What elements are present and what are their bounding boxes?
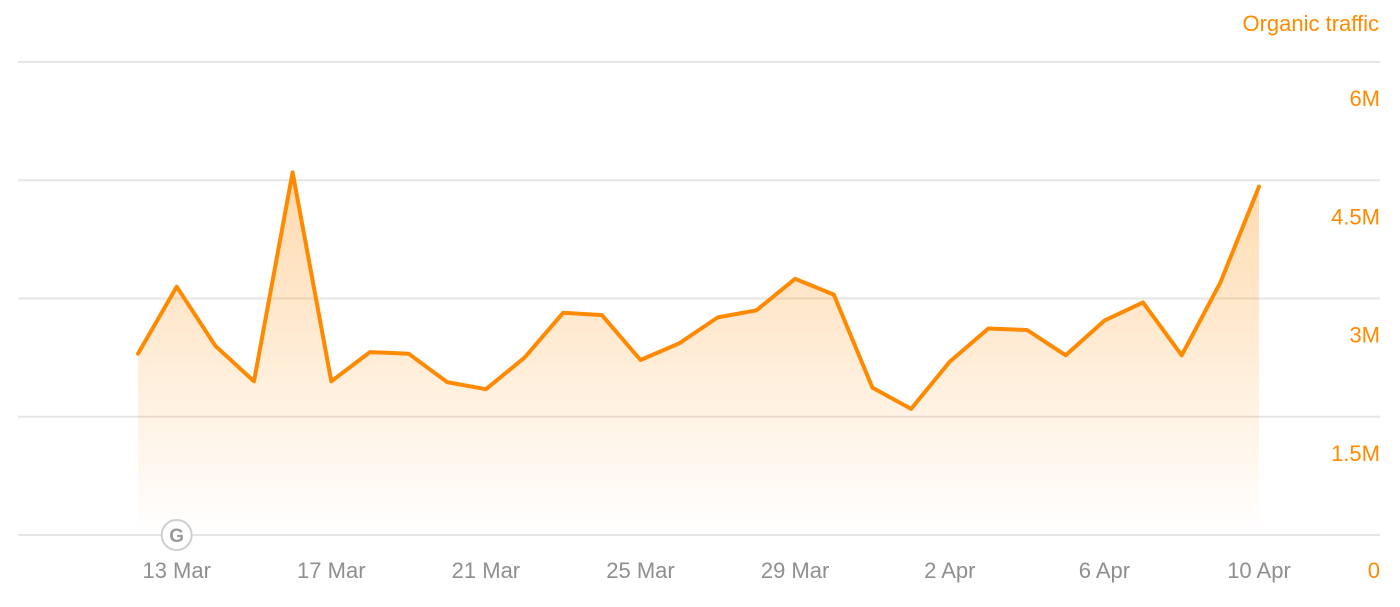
data-point[interactable]: 20 Mar: 1940000 [444, 379, 450, 385]
data-point[interactable]: 9 Apr: 3200000 [1217, 280, 1223, 286]
data-point[interactable]: 1 Apr: 1600000 [908, 406, 914, 412]
x-tick-label: 29 Mar [761, 558, 829, 583]
data-point[interactable]: 7 Apr: 2950000 [1140, 299, 1146, 305]
data-point[interactable]: 22 Mar: 2250000 [522, 355, 528, 361]
area-fill-layer [138, 172, 1259, 535]
series-line-organic-traffic [136, 170, 1261, 411]
y-tick-label: 0 [1368, 558, 1380, 583]
google-update-icon[interactable] [160, 519, 193, 551]
data-point[interactable]: 28 Mar: 2850000 [754, 307, 760, 313]
series-area-fill [138, 172, 1259, 535]
x-tick-label: 6 Apr [1079, 558, 1130, 583]
data-point[interactable]: 8 Apr: 2280000 [1179, 352, 1185, 358]
data-point[interactable]: 14 Mar: 2400000 [212, 343, 218, 349]
data-point[interactable]: 31 Mar: 1870000 [869, 385, 875, 391]
google-update-label: G [169, 526, 184, 547]
data-point[interactable]: 3 Apr: 2620000 [985, 326, 991, 332]
x-tick-label: 2 Apr [924, 558, 975, 583]
y-tick-label: 1.5M [1331, 441, 1380, 466]
data-point[interactable]: 13 Mar: 3150000 [174, 284, 180, 290]
data-point[interactable]: 4 Apr: 2600000 [1024, 327, 1030, 333]
series-line-layer: 12 Mar: 2300000 13 Mar: 3150000 14 Mar: 24… [135, 169, 1262, 412]
y-tick-label: 3M [1349, 323, 1380, 348]
data-point[interactable]: 27 Mar: 2760000 [715, 314, 721, 320]
data-point[interactable]: 19 Mar: 2300000 [406, 351, 412, 357]
data-point[interactable]: 12 Mar: 2300000 [135, 351, 141, 357]
data-point[interactable]: 16 Mar: 4600000 [290, 169, 296, 175]
data-point[interactable]: 23 Mar: 2820000 [560, 310, 566, 316]
data-point[interactable]: 17 Mar: 1950000 [328, 378, 334, 384]
data-point[interactable]: 29 Mar: 3250000 [792, 276, 798, 282]
series-title: Organic traffic [1242, 11, 1379, 36]
data-point[interactable]: 24 Mar: 2790000 [599, 312, 605, 318]
x-tick-label: 10 Apr [1227, 558, 1291, 583]
data-point[interactable]: 30 Mar: 3050000 [831, 292, 837, 298]
data-point[interactable]: 2 Apr: 2200000 [947, 359, 953, 365]
data-point[interactable]: 5 Apr: 2280000 [1063, 352, 1069, 358]
x-tick-label: 25 Mar [606, 558, 674, 583]
y-tick-label: 4.5M [1331, 204, 1380, 229]
data-point[interactable]: 6 Apr: 2720000 [1101, 318, 1107, 324]
google-update-marker[interactable]: G [160, 519, 193, 551]
data-point[interactable]: 15 Mar: 1950000 [251, 378, 257, 384]
data-point[interactable]: 10 Apr: 4420000 [1256, 184, 1262, 190]
x-tick-label: 21 Mar [452, 558, 520, 583]
data-point[interactable]: 18 Mar: 2320000 [367, 349, 373, 355]
y-tick-label: 6M [1349, 86, 1380, 111]
data-point[interactable]: 25 Mar: 2220000 [638, 357, 644, 363]
x-tick-label: 17 Mar [297, 558, 365, 583]
data-point[interactable]: 26 Mar: 2430000 [676, 340, 682, 346]
x-tick-label: 13 Mar [142, 558, 210, 583]
data-point[interactable]: 21 Mar: 1850000 [483, 386, 489, 392]
x-axis-ticks: 13 Mar 17 Mar 21 Mar 25 Mar 29 Mar 2 Apr 6 Apr… [142, 558, 1290, 583]
y-axis-ticks: 0 1.5M 3M 4.5M 6M [1331, 86, 1380, 583]
